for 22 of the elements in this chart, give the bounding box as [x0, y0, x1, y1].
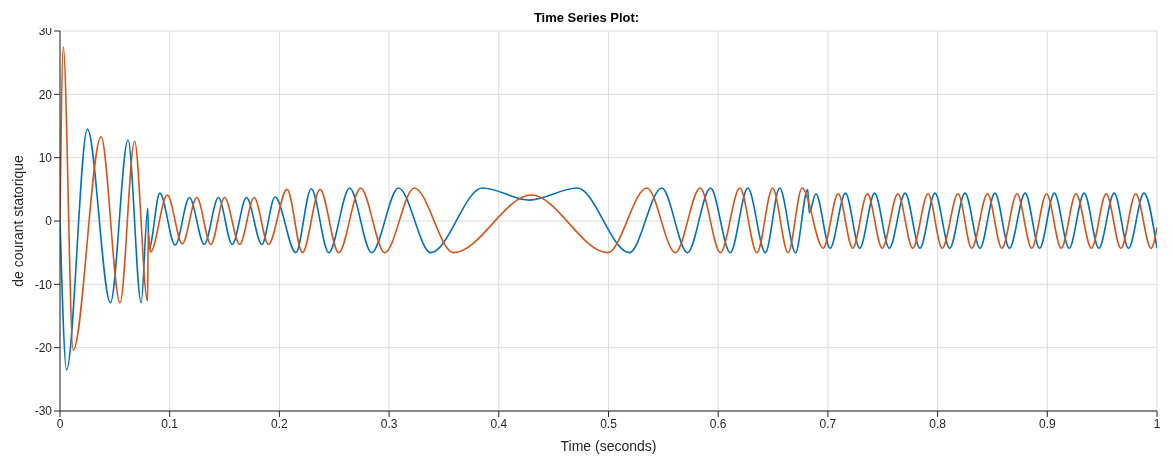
- chart-title: Time Series Plot:: [533, 10, 640, 25]
- y-tick-label: -10: [34, 277, 53, 292]
- y-tick-label: 20: [38, 87, 53, 102]
- x-tick-label: 0.6: [709, 416, 727, 431]
- x-tick-label: 0.7: [819, 416, 837, 431]
- line-series: [60, 128, 1157, 371]
- y-tick-label: 0: [45, 214, 53, 229]
- y-tick-label: -20: [34, 340, 53, 355]
- x-tick-label: 1: [1153, 416, 1161, 431]
- x-tick-label: 0.4: [490, 416, 508, 431]
- y-tick-label: -30: [34, 404, 53, 419]
- x-tick-label: 0.1: [161, 416, 179, 431]
- x-tick-label: 0: [56, 416, 64, 431]
- x-tick-label: 0.9: [1038, 416, 1056, 431]
- x-tick-label: 0.3: [380, 416, 398, 431]
- line-series: [60, 46, 1157, 351]
- y-axis-title: de courant statorique: [9, 155, 26, 287]
- x-tick-label: 0.2: [271, 416, 289, 431]
- y-tick-label: 10: [38, 150, 53, 165]
- x-axis-title: Time (seconds): [560, 438, 657, 454]
- x-tick-label: 0.8: [929, 416, 947, 431]
- x-tick-label: 0.5: [600, 416, 618, 431]
